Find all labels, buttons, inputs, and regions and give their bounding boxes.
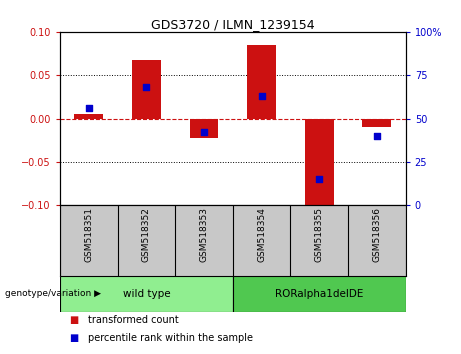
Text: GSM518352: GSM518352 [142,207,151,262]
Title: GDS3720 / ILMN_1239154: GDS3720 / ILMN_1239154 [151,18,314,31]
Bar [60,276,233,312]
Text: GSM518354: GSM518354 [257,207,266,262]
Point [85,105,92,111]
Bar [247,45,276,119]
Text: GSM518355: GSM518355 [315,207,324,262]
Text: GSM518356: GSM518356 [372,207,381,262]
Bar [74,114,103,119]
Text: percentile rank within the sample: percentile rank within the sample [88,333,253,343]
Point [200,130,207,135]
Text: GSM518353: GSM518353 [200,207,208,262]
Text: genotype/variation ▶: genotype/variation ▶ [5,289,100,298]
Bar [132,59,161,119]
Bar [189,119,219,138]
Point [315,177,323,182]
Point [373,133,381,139]
Text: GSM518351: GSM518351 [84,207,93,262]
Point [142,85,150,90]
Point [258,93,266,99]
Text: wild type: wild type [123,289,170,299]
Text: ■: ■ [69,315,78,325]
Bar [233,276,406,312]
Bar [362,119,391,127]
Text: ■: ■ [69,333,78,343]
Bar [305,119,334,210]
Text: RORalpha1delDE: RORalpha1delDE [275,289,363,299]
Text: transformed count: transformed count [88,315,178,325]
